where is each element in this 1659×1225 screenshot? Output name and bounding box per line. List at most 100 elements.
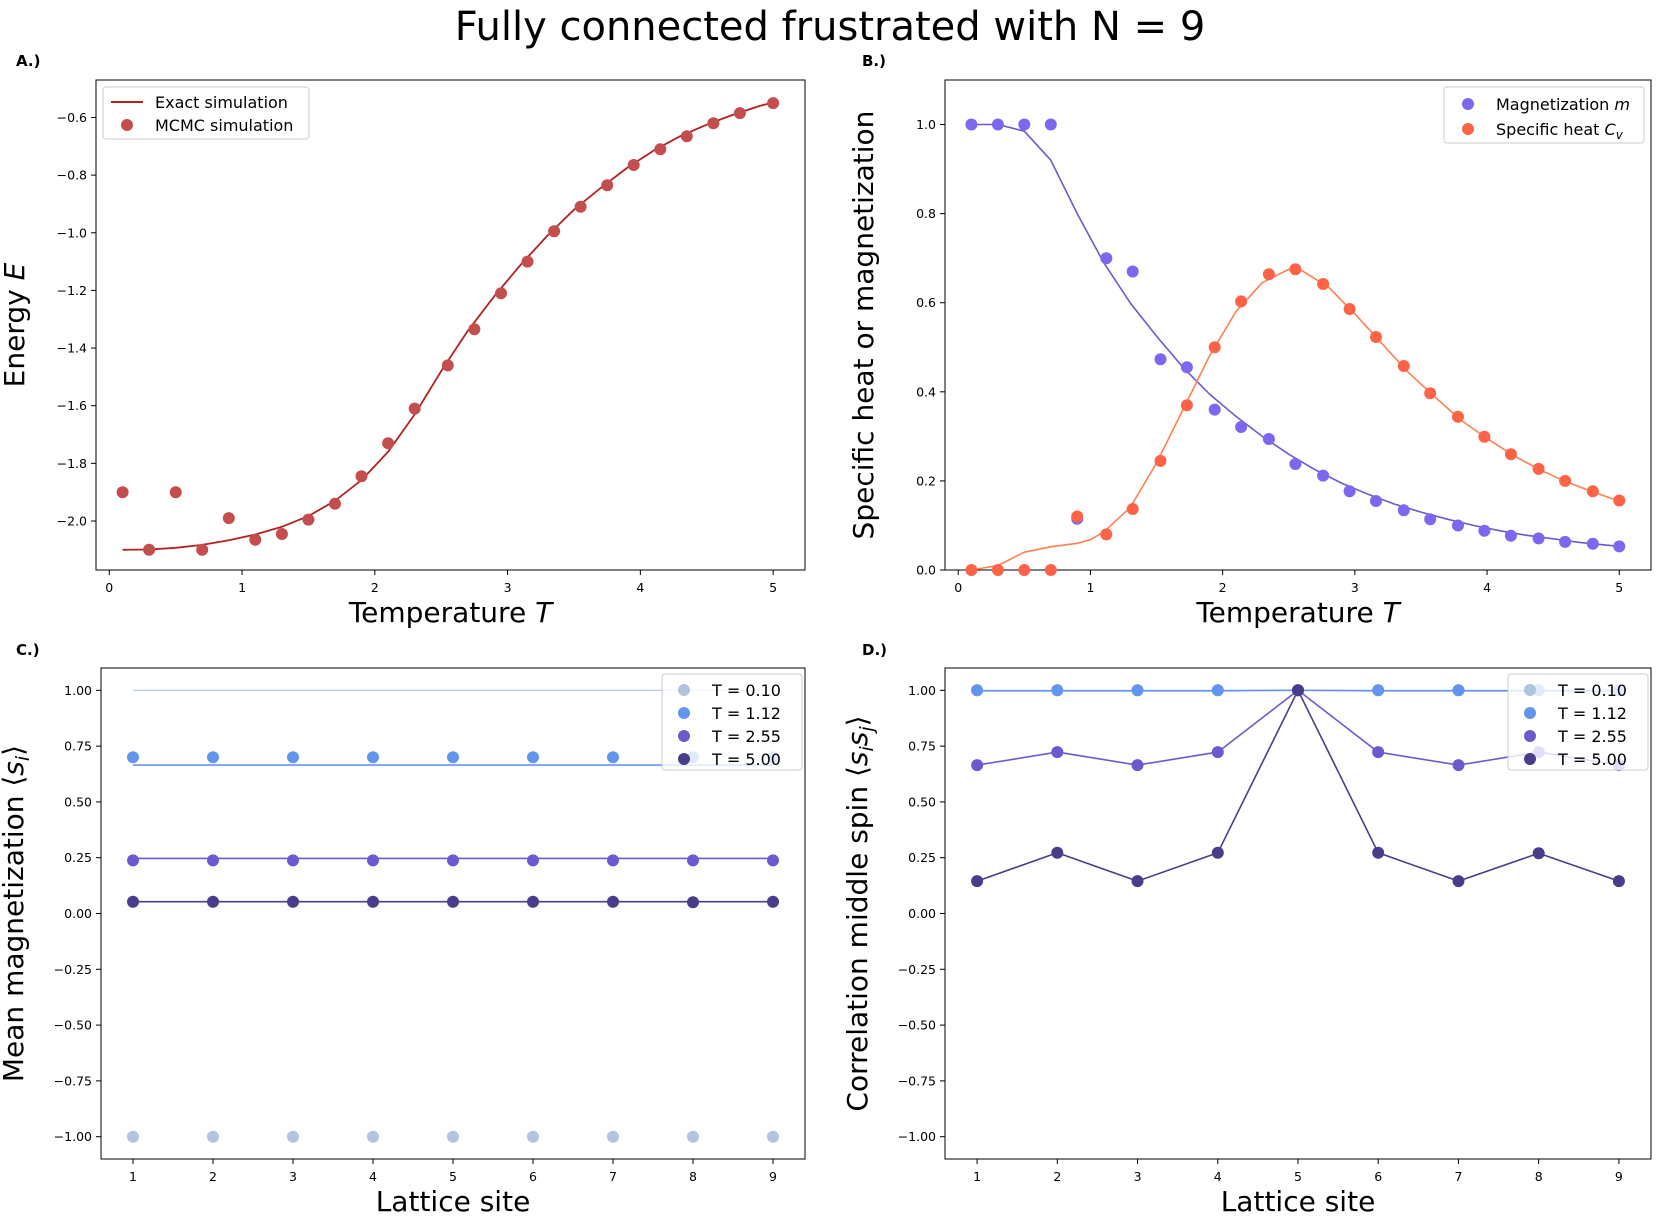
magnetization-point xyxy=(207,1130,219,1143)
x-tick-label: 1 xyxy=(1086,580,1094,595)
magnetization-point xyxy=(687,1130,699,1143)
y-tick-label: 0.75 xyxy=(64,739,92,754)
specific-heat-point xyxy=(1343,303,1356,315)
y-tick-label: 0.50 xyxy=(908,794,936,809)
y-tick-label: −0.75 xyxy=(898,1073,936,1088)
x-tick-label: 2 xyxy=(1219,580,1227,595)
magnetization-point xyxy=(367,854,379,867)
mcmc-point xyxy=(196,543,209,556)
magnetization-point xyxy=(1208,403,1221,416)
specific-heat-point xyxy=(1018,564,1031,576)
magnetization-point xyxy=(1478,524,1491,537)
y-axis-label: Mean magnetization ⟨si⟩ xyxy=(0,745,34,1082)
legend-label: T = 0.10 xyxy=(1557,681,1627,700)
y-tick-label: 1.00 xyxy=(908,683,936,698)
magnetization-point xyxy=(767,1130,779,1143)
y-axis-label: Specific heat or magnetization xyxy=(847,111,880,540)
mcmc-point xyxy=(601,179,614,192)
y-tick-label: 0.8 xyxy=(916,206,936,221)
legend-label-exact: Exact simulation xyxy=(155,93,288,112)
legend-box xyxy=(661,673,803,771)
magnetization-point xyxy=(527,751,539,764)
mcmc-point xyxy=(408,402,421,415)
magnetization-point xyxy=(287,854,299,867)
y-tick-label: 0.2 xyxy=(916,473,936,488)
specific-heat-point xyxy=(1262,268,1275,281)
correlation-point xyxy=(1211,746,1224,759)
magnetization-point xyxy=(1126,265,1139,278)
magnetization-point xyxy=(127,751,139,764)
panel-c: C.) 1 2 3 4 5 6 7 8 9 −1.00 −0.75 −0.50 −0.25 0.00 0.2… xyxy=(0,641,806,1218)
correlation-point xyxy=(1131,759,1144,772)
magnetization-point xyxy=(207,751,219,764)
magnetization-point xyxy=(287,1130,299,1143)
magnetization-point xyxy=(1424,513,1437,526)
magnetization-point xyxy=(527,854,539,867)
panel-label-a: A.) xyxy=(16,52,40,70)
magnetization-point xyxy=(447,854,459,867)
y-tick-label: 0.0 xyxy=(916,563,936,578)
magnetization-point xyxy=(1397,504,1410,517)
mcmc-point xyxy=(249,533,262,546)
correlation-point xyxy=(1372,746,1385,759)
x-axis-label: Temperature T xyxy=(1195,596,1401,629)
legend-label: T = 1.12 xyxy=(1557,704,1627,723)
magnetization-point xyxy=(767,895,779,908)
legend-label: T = 5.00 xyxy=(1557,750,1627,769)
y-axis-label: Energy E xyxy=(0,262,31,387)
correlation-point xyxy=(1452,684,1465,697)
panel-a: A.) 0 1 2 3 4 5 −2.0 −1.8 −1.6 −1.4 −1.2 −1.0 −0.8 −0… xyxy=(0,52,806,629)
mcmc-point xyxy=(574,200,587,213)
specific-heat-point xyxy=(1586,485,1599,498)
specific-heat-point xyxy=(1424,387,1437,400)
legend-marker xyxy=(678,753,690,765)
mcmc-point xyxy=(169,486,182,499)
magnetization-point xyxy=(1532,532,1545,545)
mcmc-point xyxy=(355,470,368,483)
magnetization-point xyxy=(1289,458,1302,470)
y-tick-label: −1.2 xyxy=(57,283,87,298)
magnetization-point xyxy=(527,895,539,908)
magnetization-point xyxy=(1343,485,1356,498)
specific-heat-point xyxy=(1289,263,1302,276)
magnetization-point xyxy=(1317,469,1330,482)
mcmc-point xyxy=(654,143,667,156)
x-tick-label: 1 xyxy=(973,1169,981,1184)
y-tick-label: −1.8 xyxy=(57,456,87,471)
mcmc-point xyxy=(767,97,780,110)
magnetization-point xyxy=(127,1130,139,1143)
mcmc-point xyxy=(495,287,507,300)
correlation-point xyxy=(1372,684,1385,697)
magnetization-point xyxy=(687,896,699,909)
legend-label: T = 1.12 xyxy=(711,704,781,723)
panel-label-b: B.) xyxy=(862,52,886,70)
magnetization-point xyxy=(127,895,139,908)
specific-heat-point xyxy=(1100,528,1113,541)
magnetization-point xyxy=(1559,535,1572,548)
correlation-point xyxy=(1051,846,1064,859)
panel-label-c: C.) xyxy=(16,641,40,659)
legend-label: T = 2.55 xyxy=(711,727,781,746)
legend-label: T = 2.55 xyxy=(1557,727,1627,746)
exact-simulation-line xyxy=(122,101,774,551)
mcmc-point xyxy=(707,117,720,130)
y-tick-label: −0.25 xyxy=(898,962,936,977)
y-tick-label: −1.00 xyxy=(898,1129,936,1144)
correlation-point xyxy=(1211,846,1224,859)
x-tick-label: 3 xyxy=(289,1169,297,1184)
y-axis-label: Correlation middle spin ⟨sisj⟩ xyxy=(841,715,878,1111)
panel-label-d: D.) xyxy=(862,641,887,659)
x-tick-label: 3 xyxy=(1351,580,1359,595)
specific-heat-fit-line xyxy=(971,268,1620,571)
specific-heat-point xyxy=(1208,341,1221,354)
x-tick-label: 8 xyxy=(1535,1169,1543,1184)
magnetization-point xyxy=(687,854,699,867)
specific-heat-point xyxy=(1397,360,1410,372)
magnetization-point xyxy=(1370,495,1382,507)
magnetization-point xyxy=(1180,361,1193,374)
y-tick-label: 0.50 xyxy=(64,794,92,809)
x-tick-label: 4 xyxy=(369,1169,377,1184)
x-axis-label: Temperature T xyxy=(348,596,554,629)
mcmc-point xyxy=(627,159,640,171)
